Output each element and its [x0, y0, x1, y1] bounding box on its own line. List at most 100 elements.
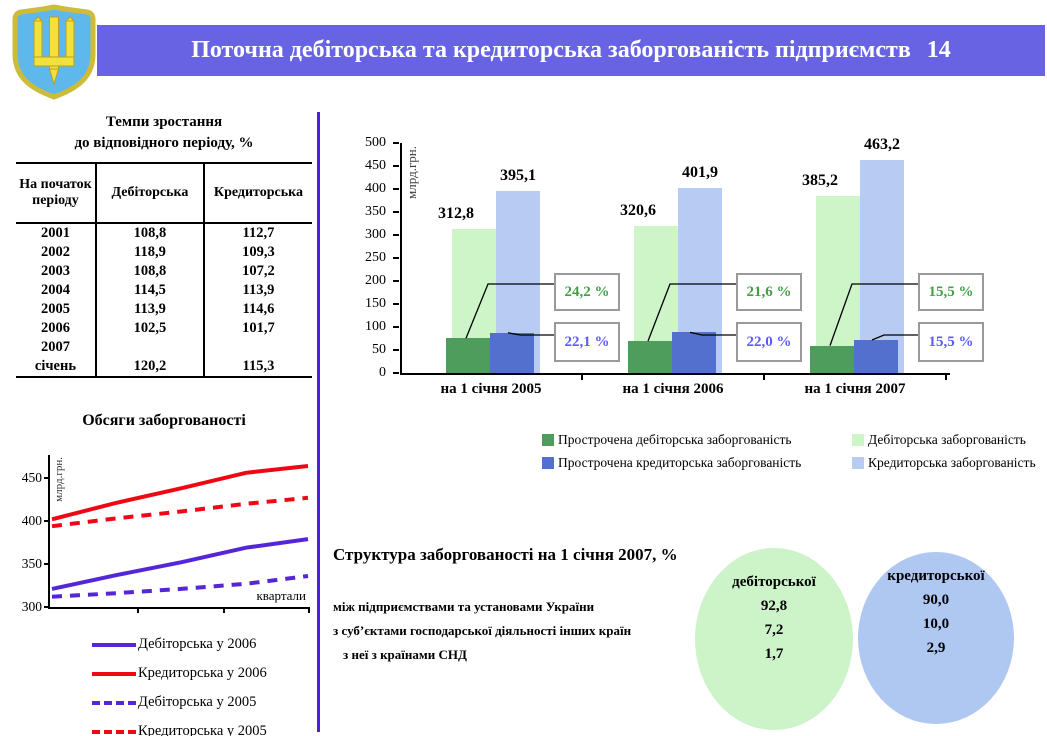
y-axis-tick [44, 563, 50, 565]
growth-table-title: Темпи зростання до відповідного періоду,… [16, 112, 312, 154]
callout-debit-share: 21,6 % [736, 273, 802, 311]
value-cell: 108,8 [94, 262, 204, 281]
growth-table-block: Темпи зростання до відповідного періоду,… [16, 112, 312, 378]
y-axis-label: 250 [365, 250, 386, 265]
callout-credit-share: 15,5 % [918, 322, 984, 362]
credit-value-cis: 2,9 [926, 640, 946, 656]
credit-structure-ellipse: кредиторської 90,0 10,0 2,9 [858, 552, 1014, 724]
slide-title: Поточна дебіторська та кредиторська забо… [191, 37, 911, 63]
period-cell: 2002 [40, 244, 70, 260]
x-axis-tick [763, 373, 765, 380]
value-cell: 107,2 [202, 262, 312, 281]
line-series [51, 537, 309, 591]
bar-credit-overdue [854, 339, 898, 373]
line-chart-plot: млрд.грн. квартали 450 400 350 300 [22, 455, 310, 614]
callout-credit-share: 22,0 % [736, 322, 802, 362]
y-axis-label: 300 [21, 599, 42, 614]
credit-value-foreign: 10,0 [922, 616, 950, 632]
x-axis-tick [136, 607, 139, 613]
col-header-credit: Кредиторська [202, 163, 312, 224]
bar-category-label: на 1 січня 2006 [622, 381, 724, 397]
x-axis-tick [581, 373, 583, 380]
period-cell: 2004 [40, 282, 70, 298]
value-cell: 118,9 [94, 243, 204, 262]
growth-table-body: 2001 108,8 112,7 2002 118,9 109,3 2003 108,8 107… [16, 223, 312, 377]
y-axis-tick [44, 477, 50, 479]
structure-row-ukraine: між підприємствами та установами України [333, 599, 595, 614]
x-axis-tick [223, 607, 226, 613]
table-row: 2001 108,8 112,7 [16, 223, 312, 243]
legend-item: Кредиторська заборгованість [852, 455, 1036, 471]
line-series [51, 574, 309, 599]
legend-key-line [92, 729, 136, 734]
growth-table-header-row: На початок періоду Дебіторська Кредиторс… [16, 163, 312, 224]
legend-label: Дебіторська у 2005 [138, 694, 257, 710]
bar-credit-total [860, 159, 904, 373]
table-row: 2002 118,9 109,3 [16, 243, 312, 262]
y-axis-label: 150 [365, 296, 386, 311]
bar-credit-overdue [490, 332, 534, 373]
period-cell: 2007 [40, 339, 70, 355]
period-cell: 2001 [40, 225, 70, 241]
table-row: 2005 113,9 114,6 [16, 300, 312, 319]
bar-value-label: 463,2 [864, 135, 900, 153]
bar-value-label: 312,8 [438, 205, 474, 223]
y-axis-tick [393, 142, 399, 144]
value-cell: 109,3 [202, 243, 312, 262]
y-axis-tick [393, 257, 399, 259]
legend-key-line [92, 700, 136, 705]
table-row: 2003 108,8 107,2 [16, 262, 312, 281]
y-axis-tick [393, 188, 399, 190]
y-axis-tick [393, 234, 399, 236]
structure-title: Структура заборгованості на 1 січня 2007… [333, 545, 678, 564]
y-axis-label: 500 [365, 135, 386, 150]
y-axis-tick [393, 165, 399, 167]
line-chart-legend: Дебіторська у 2006 Кредиторська у 2006 Деб… [92, 630, 267, 736]
trident-glyph [32, 16, 76, 86]
period-cell: 2003 [40, 263, 70, 279]
line-series [51, 495, 309, 529]
legend-item: Прострочена кредиторська заборгованість [542, 455, 838, 471]
x-axis-tick [308, 607, 310, 613]
debit-ellipse-label: дебіторської [732, 574, 816, 590]
legend-label: Прострочена кредиторська заборгованість [558, 455, 802, 470]
callout-connector-lines [647, 283, 736, 342]
bar-value-label: 401,9 [682, 164, 718, 182]
value-cell: 102,5 [94, 319, 204, 338]
period-cell: 2005 [40, 301, 70, 317]
structure-row-cis: з неї з країнами СНД [343, 647, 467, 662]
bar-category-label: на 1 січня 2005 [440, 381, 542, 397]
legend-item: Кредиторська у 2006 [92, 659, 267, 688]
value-cell: 120,2 [94, 357, 204, 377]
y-axis-label: 300 [365, 227, 386, 242]
y-axis-label: 450 [21, 470, 42, 485]
value-cell: 113,9 [94, 300, 204, 319]
structure-row-foreign: з суб’єктами господарської діяльності ін… [333, 623, 632, 638]
growth-table: На початок періоду Дебіторська Кредиторс… [16, 162, 312, 378]
y-axis-label: 350 [365, 204, 386, 219]
title-bar: Поточна дебіторська та кредиторська забо… [97, 25, 1045, 76]
value-cell [94, 338, 204, 357]
y-axis-tick [393, 303, 399, 305]
table-row: 2006 102,5 101,7 [16, 319, 312, 338]
line-chart-title: Обсяги заборгованості [82, 412, 246, 429]
legend-key-square [542, 434, 554, 446]
period-cell: 2006 [40, 320, 70, 336]
y-axis-label: 350 [21, 556, 42, 571]
legend-item: Кредиторська у 2005 [92, 717, 267, 736]
bar-chart-legend: Прострочена дебіторська заборгованість Де… [542, 432, 1036, 471]
legend-key-line [92, 642, 136, 647]
table-row: січень 120,2 115,3 [16, 357, 312, 377]
bar-value-label: 320,6 [620, 201, 656, 219]
value-cell: 113,9 [202, 281, 312, 300]
line-chart-series-canvas [51, 464, 309, 599]
y-axis-tick [393, 372, 399, 374]
bar-debit-overdue [810, 345, 854, 373]
callout-connector-lines [829, 283, 918, 346]
col-header-debit: Дебіторська [94, 163, 204, 224]
